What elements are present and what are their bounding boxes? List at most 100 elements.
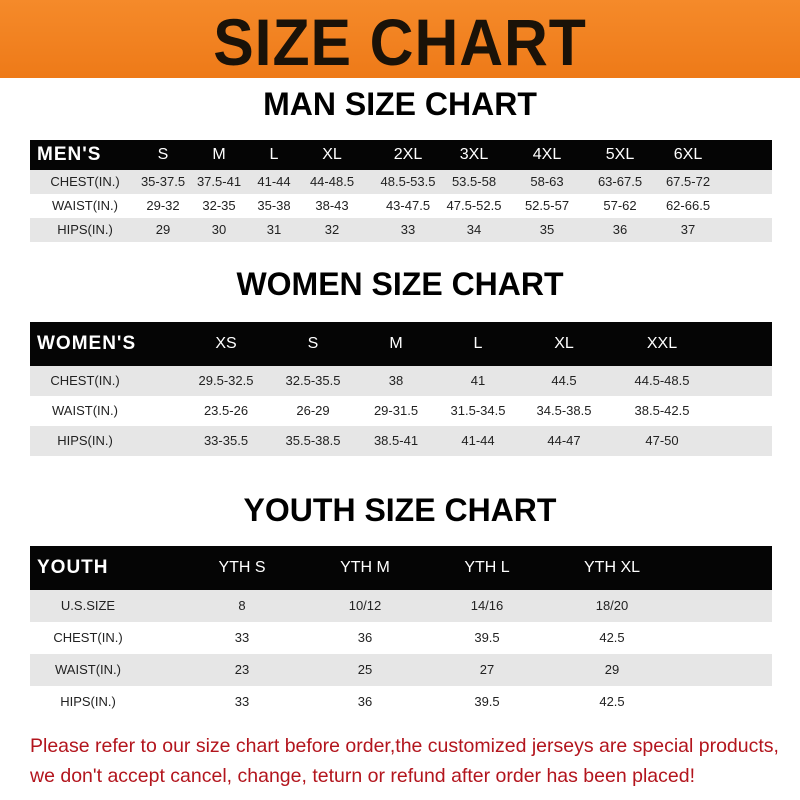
size-column-header: XL: [554, 335, 574, 352]
measurement-value: 34: [466, 222, 482, 237]
measurement-value: 31: [266, 222, 282, 237]
measurement-value: 38.5-42.5: [634, 403, 690, 418]
size-column-header: XS: [215, 335, 237, 352]
measurement-value: 29-32: [146, 198, 180, 213]
size-column-header: XL: [322, 146, 342, 163]
measurement-value: 36: [612, 222, 628, 237]
size-column-header: L: [269, 146, 279, 163]
measurement-label: U.S.SIZE: [60, 598, 116, 613]
measurement-value: 52.5-57: [524, 198, 570, 213]
table-row: CHEST(IN.) 29.5-32.5 32.5-35.5 38 41 44.5 44.5…: [30, 366, 772, 396]
measurement-value: 18/20: [595, 598, 629, 613]
size-column-header: L: [473, 335, 483, 352]
measurement-value: 39.5: [474, 694, 500, 709]
size-column-header: M: [212, 146, 226, 163]
measurement-value: 35-38: [257, 198, 291, 213]
measurement-value: 47.5-52.5: [446, 198, 502, 213]
measurement-label: HIPS(IN.): [57, 222, 113, 237]
measurement-value: 37: [680, 222, 696, 237]
measurement-value: 35.5-38.5: [285, 433, 341, 448]
page-title: SIZE CHART: [213, 5, 587, 79]
measurement-value: 29: [604, 662, 620, 677]
measurement-value: 10/12: [348, 598, 382, 613]
measurement-value: 38.5-41: [373, 433, 419, 448]
measurement-value: 32.5-35.5: [285, 373, 341, 388]
measurement-value: 33: [400, 222, 416, 237]
measurement-value: 58-63: [530, 174, 564, 189]
measurement-value: 29.5-32.5: [198, 373, 254, 388]
table-row: CHEST(IN.) 35-37.5 37.5-41 41-44 44-48.5 48.5…: [30, 170, 772, 194]
measurement-label: CHEST(IN.): [53, 630, 123, 645]
table-row: HIPS(IN.) 33-35.5 35.5-38.5 38.5-41 41-44 44-…: [30, 426, 772, 456]
measurement-value: 14/16: [470, 598, 504, 613]
table-header-row: WOMEN'S XS S M L XL XXL: [30, 322, 772, 366]
table-header-label: YOUTH: [37, 557, 109, 578]
measurement-value: 53.5-58: [451, 174, 497, 189]
size-column-header: YTH M: [340, 559, 390, 576]
measurement-value: 36: [357, 630, 373, 645]
women-section-title: WOMEN SIZE CHART: [236, 266, 564, 302]
measurement-value: 32: [324, 222, 340, 237]
table-row: HIPS(IN.) 33 36 39.5 42.5: [30, 686, 772, 718]
size-column-header: S: [307, 335, 319, 352]
measurement-value: 29-31.5: [373, 403, 419, 418]
size-column-header: XXL: [646, 335, 678, 352]
measurement-label: CHEST(IN.): [50, 174, 120, 189]
size-column-header: M: [389, 335, 403, 352]
notice-line-1: Please refer to our size chart before or…: [30, 735, 779, 757]
banner: SIZE CHART: [0, 0, 800, 79]
measurement-value: 38: [388, 373, 404, 388]
measurement-value: 63-67.5: [597, 174, 643, 189]
measurement-value: 42.5: [599, 630, 625, 645]
measurement-value: 26-29: [296, 403, 330, 418]
measurement-value: 35: [539, 222, 555, 237]
measurement-value: 44-47: [547, 433, 581, 448]
measurement-value: 33: [234, 694, 250, 709]
measurement-value: 30: [211, 222, 227, 237]
measurement-value: 33: [234, 630, 250, 645]
measurement-value: 8: [238, 598, 246, 613]
measurement-label: HIPS(IN.): [57, 433, 113, 448]
measurement-value: 23.5-26: [203, 403, 249, 418]
measurement-value: 42.5: [599, 694, 625, 709]
table-row: WAIST(IN.) 23.5-26 26-29 29-31.5 31.5-34.5 34…: [30, 396, 772, 426]
table-row: HIPS(IN.) 29 30 31 32 33 34 35 36 37: [30, 218, 772, 242]
measurement-value: 23: [234, 662, 250, 677]
women-size-table: WOMEN'S XS S M L XL XXL CHEST(IN.) 29.5-32.5 32.5…: [30, 322, 772, 456]
size-column-header: 2XL: [393, 146, 423, 163]
measurement-value: 43-47.5: [385, 198, 431, 213]
size-column-header: 3XL: [459, 146, 489, 163]
measurement-value: 36: [357, 694, 373, 709]
measurement-label: HIPS(IN.): [60, 694, 116, 709]
measurement-value: 41: [470, 373, 486, 388]
table-header-row: MEN'S S M L XL 2XL 3XL 4XL 5XL 6XL: [30, 140, 772, 170]
table-row: WAIST(IN.) 29-32 32-35 35-38 38-43 43-47.5 47.…: [30, 194, 772, 218]
size-column-header: YTH L: [464, 559, 510, 576]
measurement-value: 67.5-72: [665, 174, 711, 189]
measurement-value: 48.5-53.5: [380, 174, 436, 189]
size-column-header: 6XL: [673, 146, 703, 163]
measurement-value: 33-35.5: [203, 433, 249, 448]
men-size-table: MEN'S S M L XL 2XL 3XL 4XL 5XL 6XL CHEST(IN.) 35-37…: [30, 140, 772, 242]
measurement-value: 27: [479, 662, 495, 677]
table-header-row: YOUTH YTH S YTH M YTH L YTH XL: [30, 546, 772, 590]
measurement-value: 25: [357, 662, 373, 677]
size-column-header: YTH S: [218, 559, 266, 576]
measurement-value: 41-44: [461, 433, 495, 448]
measurement-value: 37.5-41: [196, 174, 242, 189]
table-row: WAIST(IN.) 23 25 27 29: [30, 654, 772, 686]
size-column-header: 4XL: [532, 146, 562, 163]
measurement-value: 47-50: [645, 433, 679, 448]
measurement-value: 44.5-48.5: [634, 373, 690, 388]
youth-size-table: YOUTH YTH S YTH M YTH L YTH XL U.S.SIZE 8 10/12…: [30, 546, 772, 718]
measurement-label: WAIST(IN.): [52, 403, 118, 418]
measurement-value: 57-62: [603, 198, 637, 213]
youth-section-title: YOUTH SIZE CHART: [243, 492, 557, 528]
measurement-value: 44.5: [551, 373, 577, 388]
measurement-value: 38-43: [315, 198, 349, 213]
measurement-value: 35-37.5: [140, 174, 186, 189]
notice-line-2: we don't accept cancel, change, teturn o…: [30, 765, 695, 787]
measurement-value: 31.5-34.5: [450, 403, 506, 418]
size-column-header: 5XL: [605, 146, 635, 163]
measurement-label: WAIST(IN.): [55, 662, 121, 677]
